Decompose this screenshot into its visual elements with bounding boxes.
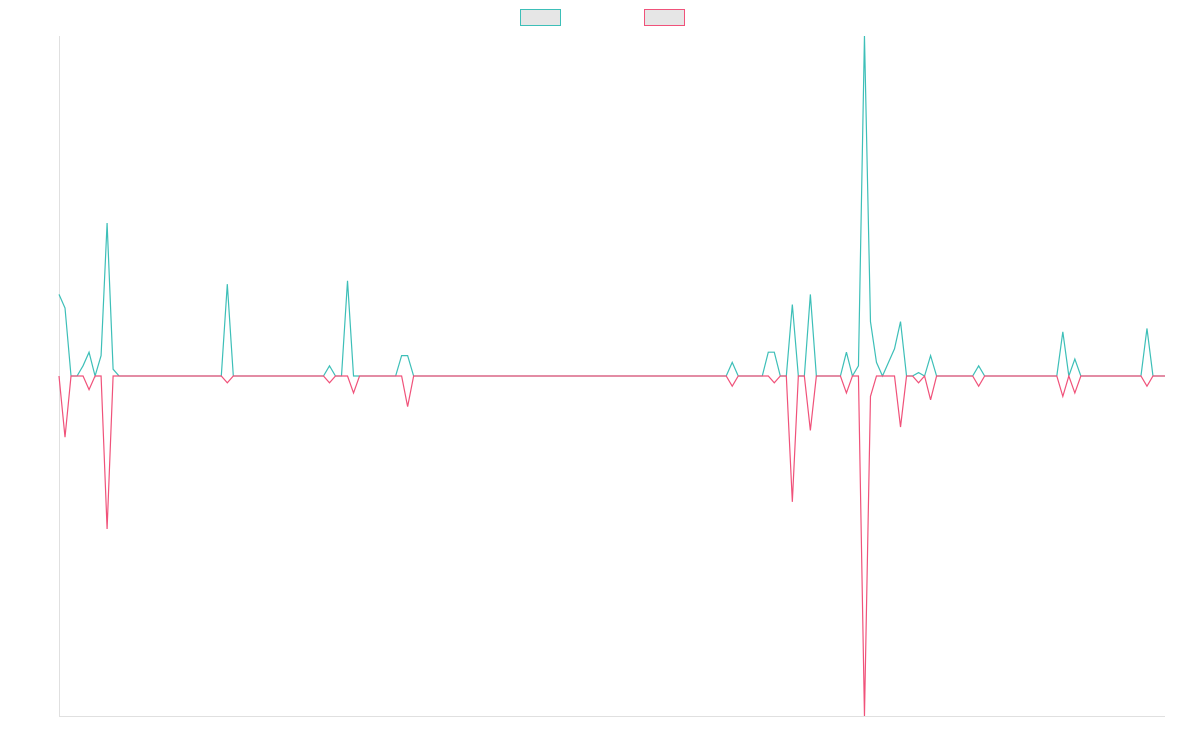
legend-swatch xyxy=(644,9,685,26)
series-line xyxy=(58,35,1165,379)
series-line xyxy=(58,374,1165,717)
legend-swatch xyxy=(520,9,561,26)
